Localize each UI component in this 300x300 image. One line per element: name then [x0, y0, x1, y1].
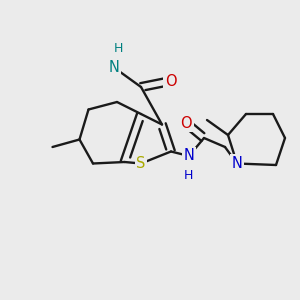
Text: S: S: [136, 156, 146, 171]
Text: H: H: [114, 41, 123, 55]
Text: O: O: [180, 116, 192, 130]
Text: O: O: [165, 74, 177, 88]
Text: H: H: [184, 169, 193, 182]
Text: N: N: [109, 60, 119, 75]
Text: N: N: [184, 148, 194, 164]
Text: N: N: [232, 156, 242, 171]
